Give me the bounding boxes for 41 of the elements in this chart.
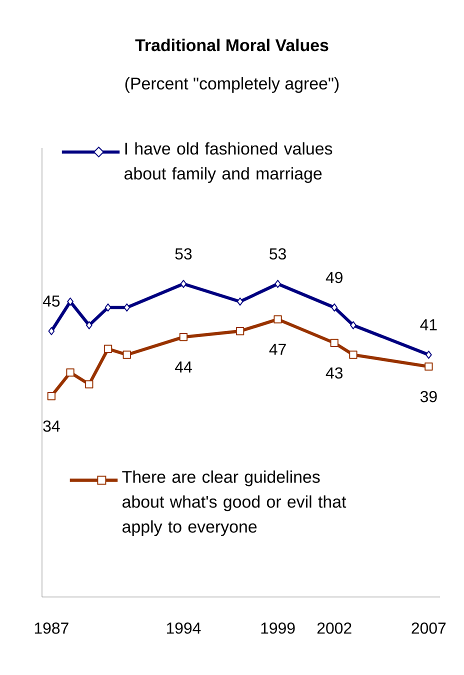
point	[122, 350, 131, 359]
point	[349, 350, 358, 359]
data-label: 34	[43, 420, 60, 432]
point	[66, 368, 74, 377]
data-label: 47	[269, 344, 286, 355]
data-label: 44	[174, 362, 192, 373]
data-label: 53	[175, 248, 192, 260]
point	[425, 350, 432, 359]
point	[424, 362, 433, 371]
point	[67, 298, 74, 306]
x-tick-label: 1987	[34, 622, 68, 634]
data-label: 53	[270, 248, 286, 260]
x-tick-label: 1994	[166, 622, 201, 634]
point	[331, 303, 338, 312]
point	[47, 392, 56, 400]
x-tick-label: 2007	[412, 622, 446, 634]
data-label: 45	[42, 296, 60, 307]
data-label: 39	[420, 390, 437, 402]
point	[104, 303, 112, 312]
point	[350, 321, 356, 330]
point	[236, 327, 244, 336]
data-label: 43	[326, 367, 343, 379]
data-label: 49	[326, 272, 342, 284]
legend-label: I have old fashioned values about family and marriage	[124, 142, 332, 183]
data-label: 41	[420, 319, 437, 330]
chart-title: Traditional Moral Values	[135, 38, 328, 52]
point	[180, 280, 187, 288]
point	[179, 332, 188, 342]
chart-subtitle: (Percent "completely agree")	[125, 77, 339, 93]
point	[274, 280, 281, 288]
point	[274, 315, 282, 324]
point	[104, 344, 112, 353]
x-tick-label: 2002	[317, 622, 352, 634]
point	[86, 321, 92, 330]
point	[48, 327, 55, 336]
point	[124, 303, 130, 312]
point	[236, 298, 244, 306]
x-tick-label: 1999	[261, 622, 295, 634]
point	[330, 338, 338, 348]
point	[85, 380, 94, 388]
legend-label: There are clear guidelines about what's good or evil that apply to everyone	[122, 470, 346, 536]
